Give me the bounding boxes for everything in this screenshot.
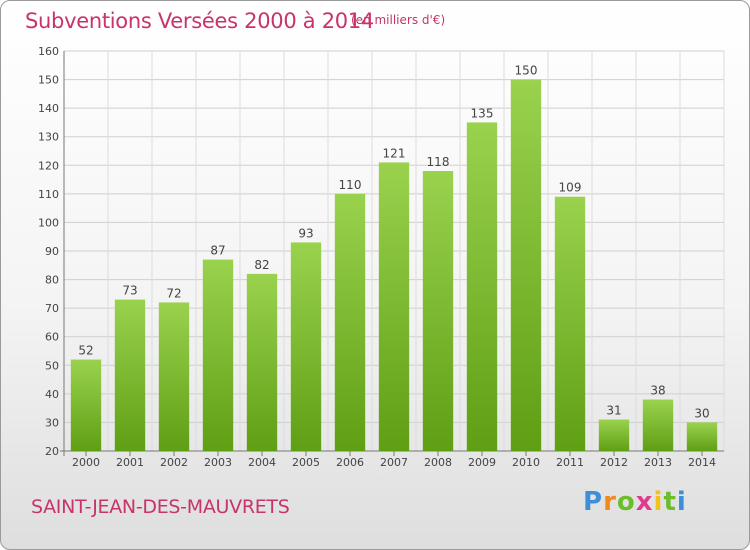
chart-unit: (en milliers d'€) [351, 13, 446, 27]
y-tick-label: 90 [45, 245, 59, 258]
data-label: 31 [606, 404, 621, 418]
bar [466, 122, 498, 451]
bar [70, 359, 102, 451]
x-tick-label: 2008 [424, 456, 452, 469]
x-tick-label: 2005 [292, 456, 320, 469]
y-tick-label: 120 [38, 159, 59, 172]
data-label: 87 [210, 244, 225, 258]
y-tick-label: 150 [38, 74, 59, 87]
y-tick-label: 30 [45, 416, 59, 429]
data-label: 109 [559, 181, 582, 195]
bars [70, 79, 718, 452]
data-label: 150 [515, 64, 538, 78]
bar [510, 79, 542, 452]
x-tick-label: 2000 [72, 456, 100, 469]
data-label: 93 [298, 226, 313, 240]
bar [642, 399, 674, 451]
y-tick-label: 130 [38, 131, 59, 144]
bar [290, 242, 322, 451]
data-labels: 52 73 72 87 82 93 110 121 118 135 150 109 31 38 30 [78, 64, 709, 421]
bar [686, 422, 718, 451]
y-tick-label: 70 [45, 302, 59, 315]
x-tick-label: 2004 [248, 456, 276, 469]
data-label: 118 [427, 155, 450, 169]
y-tick-label: 20 [45, 445, 59, 458]
x-tick-label: 2014 [688, 456, 716, 469]
x-tick-label: 2011 [556, 456, 584, 469]
y-tick-label: 60 [45, 331, 59, 344]
y-tick-label: 110 [38, 188, 59, 201]
data-label: 73 [122, 284, 137, 298]
x-tick-label: 2007 [380, 456, 408, 469]
x-tick-label: 2010 [512, 456, 540, 469]
x-tick-label: 2003 [204, 456, 232, 469]
y-tick-label: 80 [45, 274, 59, 287]
data-label: 38 [650, 384, 665, 398]
bar [598, 419, 630, 451]
data-label: 82 [254, 258, 269, 272]
bar [422, 171, 454, 451]
chart-title: Subventions Versées 2000 à 2014 [25, 9, 374, 33]
x-tick-label: 2012 [600, 456, 628, 469]
data-label: 110 [339, 178, 362, 192]
data-label: 72 [166, 286, 181, 300]
x-tick-label: 2001 [116, 456, 144, 469]
axes: 20 30 40 50 60 70 80 90 100 110 120 130 140 150 160 200… [38, 45, 724, 469]
y-tick-label: 100 [38, 216, 59, 229]
bar [378, 162, 410, 451]
bar [334, 193, 366, 451]
data-label: 30 [694, 406, 709, 420]
y-tick-label: 50 [45, 359, 59, 372]
y-tick-label: 160 [38, 45, 59, 58]
data-label: 135 [471, 106, 494, 120]
place-name: SAINT-JEAN-DES-MAUVRETS [31, 496, 290, 518]
data-label: 52 [78, 344, 93, 358]
y-tick-label: 40 [45, 388, 59, 401]
y-tick-label: 140 [38, 102, 59, 115]
bar [202, 259, 234, 451]
x-tick-label: 2002 [160, 456, 188, 469]
bar [246, 273, 278, 451]
x-tick-label: 2006 [336, 456, 364, 469]
proxiti-logo: Proxiti [583, 487, 687, 517]
bar [158, 302, 190, 451]
x-tick-label: 2009 [468, 456, 496, 469]
data-label: 121 [383, 146, 406, 160]
bar [554, 196, 586, 451]
bar [114, 299, 146, 451]
x-tick-label: 2013 [644, 456, 672, 469]
